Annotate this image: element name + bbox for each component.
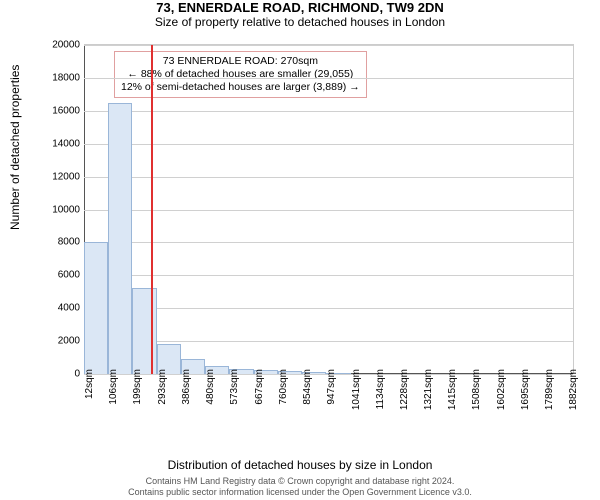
- x-tick-label: 199sqm: [132, 369, 143, 405]
- x-tick-label: 1228sqm: [399, 369, 410, 410]
- x-tick-label: 293sqm: [157, 369, 168, 405]
- y-tick-label: 6000: [50, 270, 80, 281]
- x-tick-label: 1041sqm: [351, 369, 362, 410]
- gridline: [84, 78, 573, 79]
- footer-attribution: Contains HM Land Registry data © Crown c…: [0, 476, 600, 498]
- y-tick-label: 14000: [50, 138, 80, 149]
- x-tick-label: 1415sqm: [447, 369, 458, 410]
- footer-line-1: Contains HM Land Registry data © Crown c…: [0, 476, 600, 487]
- y-tick-label: 16000: [50, 105, 80, 116]
- x-tick-label: 12sqm: [84, 369, 95, 399]
- y-tick-label: 4000: [50, 303, 80, 314]
- x-tick-label: 480sqm: [205, 369, 216, 405]
- x-tick-label: 573sqm: [229, 369, 240, 405]
- y-tick-label: 0: [50, 369, 80, 380]
- x-tick-label: 386sqm: [181, 369, 192, 405]
- y-tick-label: 12000: [50, 171, 80, 182]
- x-tick-label: 760sqm: [278, 369, 289, 405]
- plot-region: 73 ENNERDALE ROAD: 270sqm ← 88% of detac…: [84, 44, 574, 374]
- y-tick-label: 10000: [50, 204, 80, 215]
- gridline: [84, 111, 573, 112]
- x-tick-label: 1134sqm: [375, 369, 386, 409]
- x-tick-label: 1321sqm: [423, 369, 434, 410]
- chart-subtitle: Size of property relative to detached ho…: [0, 15, 600, 29]
- x-axis-label: Distribution of detached houses by size …: [0, 458, 600, 472]
- chart-area: 73 ENNERDALE ROAD: 270sqm ← 88% of detac…: [48, 44, 578, 424]
- histogram-bar: [132, 288, 156, 374]
- gridline: [84, 144, 573, 145]
- annotation-line-2: ← 88% of detached houses are smaller (29…: [121, 68, 360, 81]
- reference-line: [151, 45, 153, 374]
- annotation-line-3: 12% of semi-detached houses are larger (…: [121, 81, 360, 94]
- gridline: [84, 210, 573, 211]
- gridline: [84, 341, 573, 342]
- gridline: [84, 308, 573, 309]
- x-tick-label: 1695sqm: [520, 369, 531, 410]
- histogram-bar: [108, 103, 132, 374]
- y-axis-label: Number of detached properties: [8, 65, 22, 230]
- histogram-bar: [84, 242, 108, 374]
- footer-line-2: Contains public sector information licen…: [0, 487, 600, 498]
- gridline: [84, 45, 573, 46]
- y-tick-label: 2000: [50, 336, 80, 347]
- gridline: [84, 242, 573, 243]
- gridline: [84, 177, 573, 178]
- x-tick-label: 854sqm: [302, 369, 313, 405]
- x-tick-label: 106sqm: [108, 369, 119, 405]
- y-tick-label: 18000: [50, 72, 80, 83]
- gridline: [84, 275, 573, 276]
- x-tick-label: 1508sqm: [471, 369, 482, 410]
- x-tick-label: 667sqm: [254, 369, 265, 405]
- y-tick-label: 8000: [50, 237, 80, 248]
- x-tick-label: 1882sqm: [568, 369, 579, 410]
- chart-title: 73, ENNERDALE ROAD, RICHMOND, TW9 2DN: [0, 0, 600, 15]
- annotation-line-1: 73 ENNERDALE ROAD: 270sqm: [121, 55, 360, 68]
- x-tick-label: 1602sqm: [496, 369, 507, 410]
- x-tick-label: 947sqm: [326, 369, 337, 405]
- y-tick-label: 20000: [50, 40, 80, 51]
- x-tick-label: 1789sqm: [544, 369, 555, 410]
